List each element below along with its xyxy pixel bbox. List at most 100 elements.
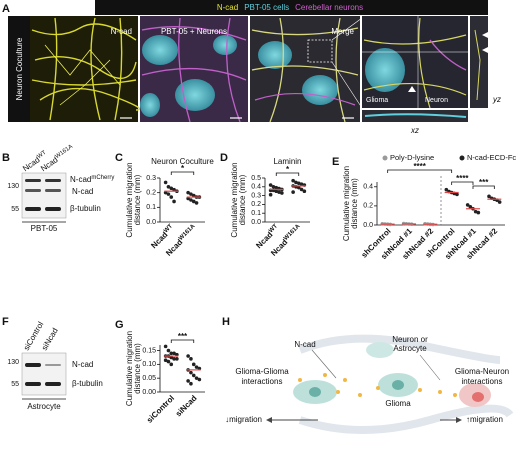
y-tick-label: 0.2 [146, 190, 156, 197]
y-axis-label: Cumulative migration [230, 162, 239, 237]
y-tick-label: 0.15 [142, 347, 156, 354]
data-point [194, 201, 199, 205]
band-label: N-cad [72, 187, 93, 196]
data-point [294, 180, 298, 185]
mw-marker: 55 [11, 206, 19, 213]
data-point [299, 187, 304, 192]
data-point [497, 200, 502, 204]
image-label: Merge [331, 27, 354, 36]
significance-bracket [451, 181, 474, 185]
significance-bracket [472, 185, 495, 189]
band-label-sup: mCherry [91, 175, 114, 181]
data-point [172, 357, 176, 361]
y-tick-label: 0.10 [142, 361, 156, 368]
significance-bracket [170, 171, 195, 175]
data-point [166, 185, 171, 189]
mw-marker: 130 [7, 359, 19, 366]
schematic [266, 334, 514, 434]
y-axis-label: Cumulative migration [342, 166, 351, 241]
significance-bracket [387, 169, 453, 173]
y-tick-label: 0.0 [146, 219, 156, 226]
significance-label: **** [413, 162, 426, 171]
data-point [194, 365, 199, 369]
data-point [277, 190, 281, 194]
condition-title: Glioma-Neuron [455, 367, 509, 376]
panel-letter: F [2, 316, 9, 328]
y-tick-label: 0.1 [146, 204, 156, 211]
data-point [163, 180, 168, 185]
image-orthogonal [362, 16, 488, 122]
significance-bracket [170, 339, 195, 343]
significance-label: *** [178, 332, 188, 341]
significance-label: *** [479, 178, 489, 187]
y-axis-label: Cumulative migration [125, 162, 134, 237]
image-label: PBT-05 + Neurons [161, 27, 227, 36]
y-tick-label: 0.4 [363, 184, 373, 191]
migration-effect: ↓migration [225, 415, 262, 424]
panel-letter: E [332, 156, 339, 168]
x-tick-label-sup: WT [268, 223, 279, 234]
data-point [274, 189, 279, 193]
condition-title: Glioma-Glioma [235, 367, 289, 376]
y-tick-label: 0.2 [363, 203, 373, 210]
lane-label: NcadW161A [39, 144, 76, 174]
y-tick-label: 0.5 [251, 175, 261, 182]
band-label: N-cadmCherry [70, 175, 114, 185]
y-tick-label: 0.05 [142, 375, 156, 382]
panel-letter: A [2, 3, 10, 15]
data-point [186, 190, 190, 195]
blot [21, 352, 67, 396]
blot [21, 172, 67, 219]
image-label: N-cad [111, 27, 132, 36]
significance-label: **** [456, 174, 469, 183]
data-point [455, 192, 459, 197]
data-point [299, 182, 304, 186]
data-point [186, 379, 190, 383]
y-axis-label: Cumulative migration [125, 331, 134, 406]
data-point [189, 198, 193, 202]
band-label: N-cad [72, 360, 93, 369]
x-tick-label-sup: W161A [283, 223, 302, 242]
panel-letter: D [220, 152, 228, 164]
data-point [172, 199, 176, 204]
y-axis-label: distance (mm) [238, 174, 247, 225]
data-point [189, 370, 193, 375]
data-point [468, 205, 473, 209]
band-label-base: N-cad [70, 175, 91, 184]
cell-line: PBT-05 [31, 224, 58, 233]
legend-marker [459, 155, 465, 161]
data-point [302, 189, 307, 193]
data-point [487, 194, 491, 199]
inset-label: Glioma [366, 97, 388, 104]
channel-name: PBT-05 cells [244, 3, 289, 12]
data-point [186, 354, 190, 358]
chart-title: Neuron Coculture [151, 157, 214, 166]
lane-label: siNcad [40, 326, 60, 352]
partner-label: Neuron or [392, 335, 428, 344]
legend-label: Poly-D-lysine [390, 153, 434, 162]
y-axis-label: distance (mm) [133, 343, 142, 394]
y-tick-label: 0.3 [251, 192, 261, 199]
data-point [169, 362, 174, 367]
panel-letter: H [222, 316, 230, 328]
data-point [189, 381, 193, 386]
panel-letter: G [115, 319, 124, 331]
data-point [274, 185, 279, 190]
y-tick-label: 0.0 [251, 219, 261, 226]
data-point [476, 210, 481, 215]
panel-letter: B [2, 152, 10, 164]
inset-label: Neuron [425, 97, 448, 104]
data-point [163, 358, 168, 363]
data-point [291, 190, 295, 194]
x-tick-label: siNcad [174, 393, 199, 418]
data-point [197, 377, 202, 382]
y-tick-label: 0.2 [251, 201, 261, 208]
data-point [172, 351, 176, 356]
data-point [194, 376, 199, 380]
partner-label: Astrocyte [393, 344, 427, 353]
significance-label: * [286, 165, 290, 174]
data-point [189, 192, 193, 196]
migration-effect: ↑migration [466, 415, 503, 424]
side-bar [8, 16, 30, 122]
